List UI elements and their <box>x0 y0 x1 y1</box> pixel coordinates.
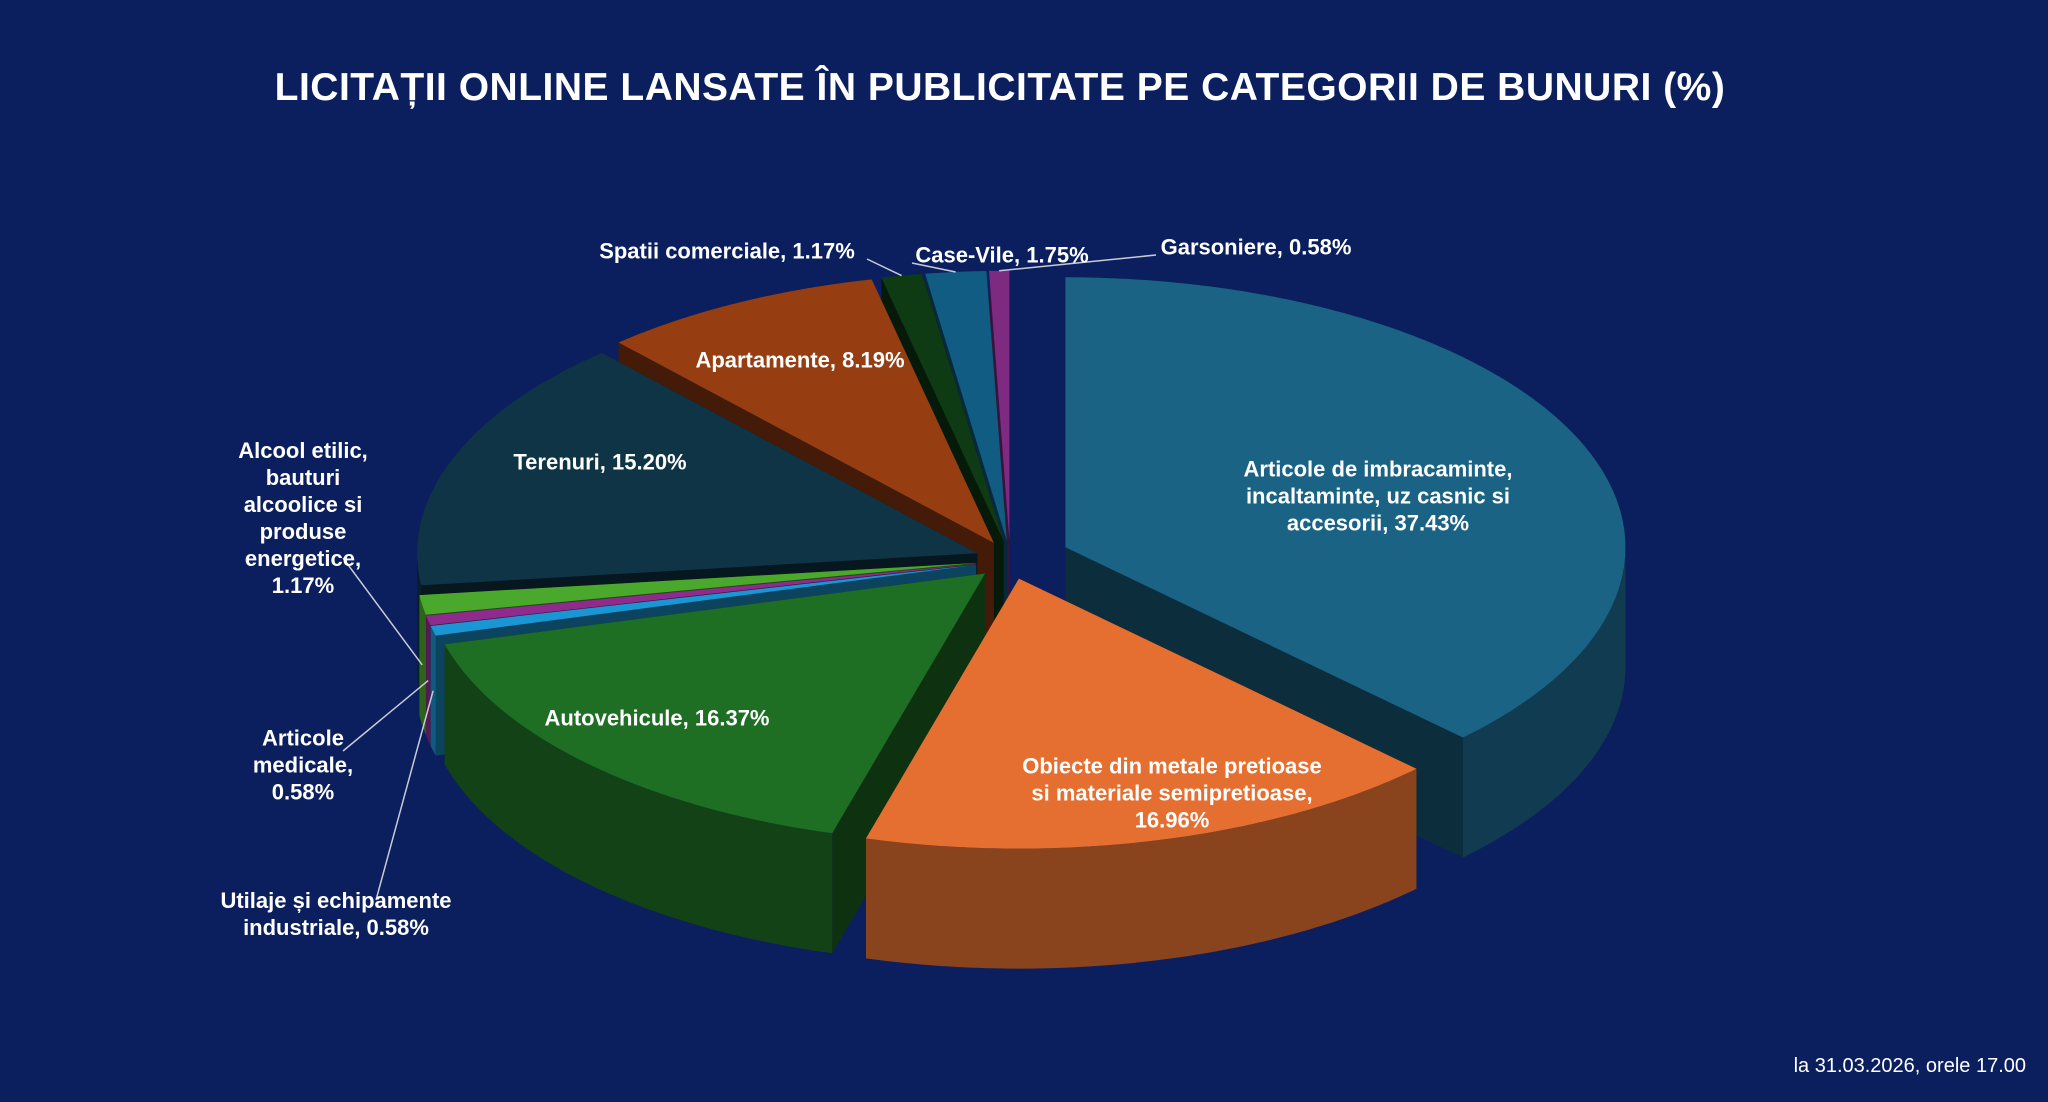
data-label: Case-Vile, 1.75% <box>882 242 1122 269</box>
data-label: Garsoniere, 0.58% <box>1126 234 1386 261</box>
label-separator: , <box>1306 780 1319 806</box>
slice-top <box>444 573 986 834</box>
slice-wall <box>430 626 436 756</box>
leader-line <box>999 254 1157 272</box>
slice-top <box>925 271 1007 541</box>
leader-line <box>375 690 434 901</box>
pie-slice <box>866 578 1417 969</box>
value-label: 1.17% <box>792 238 855 264</box>
slice-top <box>419 563 976 615</box>
slice-wall <box>419 595 426 735</box>
label-separator: , <box>354 915 367 940</box>
slice-top <box>881 274 1004 542</box>
value-label: 0.58% <box>271 779 335 805</box>
slice-top <box>1065 277 1626 738</box>
category-name: Garsoniere <box>1160 234 1277 260</box>
category-name: Utilaje și echipamente industriale <box>220 888 458 940</box>
value-label: 1.17% <box>271 573 335 598</box>
label-separator: , <box>780 238 793 264</box>
leader-line <box>342 557 423 666</box>
slice-top <box>426 564 976 626</box>
category-name: Apartamente <box>695 347 830 373</box>
data-label: Utilaje și echipamente industriale, 0.58… <box>196 887 476 941</box>
label-separator: , <box>347 752 360 778</box>
label-separator: , <box>829 347 843 373</box>
value-label: 0.58% <box>366 915 429 940</box>
value-label: 16.37% <box>694 705 770 731</box>
data-label: Terenuri, 15.20% <box>450 449 750 476</box>
category-name: Articole de imbracaminte, incaltaminte, … <box>1243 456 1519 536</box>
slice-top <box>417 352 978 586</box>
leader-line <box>911 262 956 273</box>
label-separator: , <box>682 705 695 731</box>
slice-top <box>989 270 1010 541</box>
leader-line <box>342 679 429 752</box>
data-label: Articole medicale, 0.58% <box>233 725 373 806</box>
slice-wall <box>444 644 833 954</box>
data-label: Spatii comerciale, 1.17% <box>557 238 897 265</box>
category-name: Obiecte din metale pretioase si material… <box>1022 753 1328 806</box>
value-label: 37.43% <box>1394 510 1470 536</box>
footnote: la 31.03.2026, orele 17.00 <box>1793 1055 2026 1077</box>
label-separator: , <box>1276 234 1289 260</box>
data-label: Autovehicule, 16.37% <box>457 705 857 732</box>
leader-line <box>866 258 902 277</box>
value-label: 8.19% <box>842 347 905 373</box>
slice-top <box>618 279 994 543</box>
label-separator: , <box>599 449 612 475</box>
category-name: Spatii comerciale <box>599 238 781 264</box>
slice-top <box>866 578 1417 849</box>
slice-wall <box>866 768 1417 969</box>
data-label: Apartamente, 8.19% <box>650 347 950 374</box>
category-name: Case-Vile <box>915 242 1015 268</box>
slice-top <box>430 564 977 636</box>
label-separator: , <box>1014 242 1027 268</box>
category-name: Alcool etilic, bauturi alcoolice si prod… <box>238 438 374 571</box>
value-label: 16.96% <box>1134 807 1210 833</box>
slice-wall <box>426 615 431 746</box>
category-name: Terenuri <box>513 449 600 475</box>
value-label: 1.75% <box>1026 242 1089 268</box>
label-separator: , <box>1382 510 1395 536</box>
pie-slice <box>444 573 986 954</box>
slice-wall <box>1462 547 1626 858</box>
data-label: Alcool etilic, bauturi alcoolice si prod… <box>223 437 383 599</box>
data-label: Obiecte din metale pretioase si material… <box>1022 753 1322 834</box>
value-label: 15.20% <box>612 449 687 475</box>
value-label: 0.58% <box>1289 234 1352 260</box>
category-name: Autovehicule <box>544 705 683 731</box>
label-separator: , <box>354 546 368 571</box>
chart-title: LICITAȚII ONLINE LANSATE ÎN PUBLICITATE … <box>274 66 1726 109</box>
category-name: Articole medicale <box>252 725 351 778</box>
data-label: Articole de imbracaminte, incaltaminte, … <box>1228 456 1528 537</box>
